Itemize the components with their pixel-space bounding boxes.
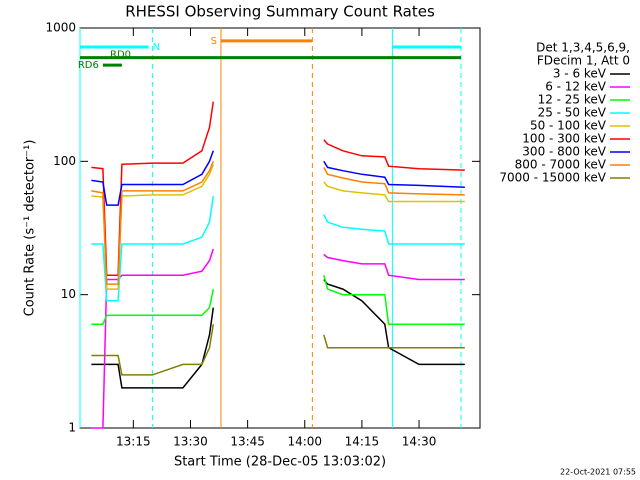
series-line xyxy=(91,279,465,389)
y-tick-label: 10 xyxy=(61,287,76,301)
series-line xyxy=(91,248,465,429)
legend-label: 25 - 50 keV xyxy=(538,106,607,120)
x-tick-label: 13:15 xyxy=(116,435,151,449)
footer: 22-Oct-2021 07:55 xyxy=(560,468,636,477)
series-line xyxy=(91,150,465,206)
y-tick-label: 1 xyxy=(68,421,76,435)
legend-title: FDecim 1, Att 0 xyxy=(537,54,630,68)
series-line xyxy=(91,195,465,302)
flag-label: RD6 xyxy=(78,60,99,71)
plot-frame xyxy=(79,27,481,429)
legend-label: 7000 - 15000 keV xyxy=(499,171,606,185)
legend-label: 6 - 12 keV xyxy=(545,80,607,94)
x-tick-label: 14:15 xyxy=(345,435,380,449)
x-tick-label: 14:30 xyxy=(402,435,437,449)
flag-label: S xyxy=(211,36,217,47)
legend-title: Det 1,3,4,5,6,9, xyxy=(536,41,630,55)
series-line xyxy=(91,161,465,285)
legend-label: 800 - 7000 keV xyxy=(515,158,607,172)
series-line xyxy=(91,164,465,290)
flag-label: N xyxy=(153,42,160,53)
flag-label: RD0 xyxy=(110,50,131,61)
legend-label: 50 - 100 keV xyxy=(530,119,607,133)
x-tick-label: 13:30 xyxy=(173,435,208,449)
y-tick-label: 1000 xyxy=(45,21,76,35)
x-tick-label: 14:00 xyxy=(287,435,322,449)
legend-label: 100 - 300 keV xyxy=(522,132,606,146)
x-tick-label: 13:45 xyxy=(230,435,265,449)
y-tick-label: 100 xyxy=(53,154,76,168)
x-axis-label: Start Time (28-Dec-05 13:03:02) xyxy=(174,455,386,470)
series-line xyxy=(91,275,465,325)
legend-label: 3 - 6 keV xyxy=(553,67,607,81)
series-line xyxy=(91,324,465,376)
chart-title: RHESSI Observing Summary Count Rates xyxy=(125,3,435,21)
series-line xyxy=(91,101,465,276)
legend-label: 12 - 25 keV xyxy=(538,93,607,107)
legend-label: 300 - 800 keV xyxy=(522,145,606,159)
y-axis-label: Count Rate (s⁻¹ detector⁻¹) xyxy=(23,140,38,317)
